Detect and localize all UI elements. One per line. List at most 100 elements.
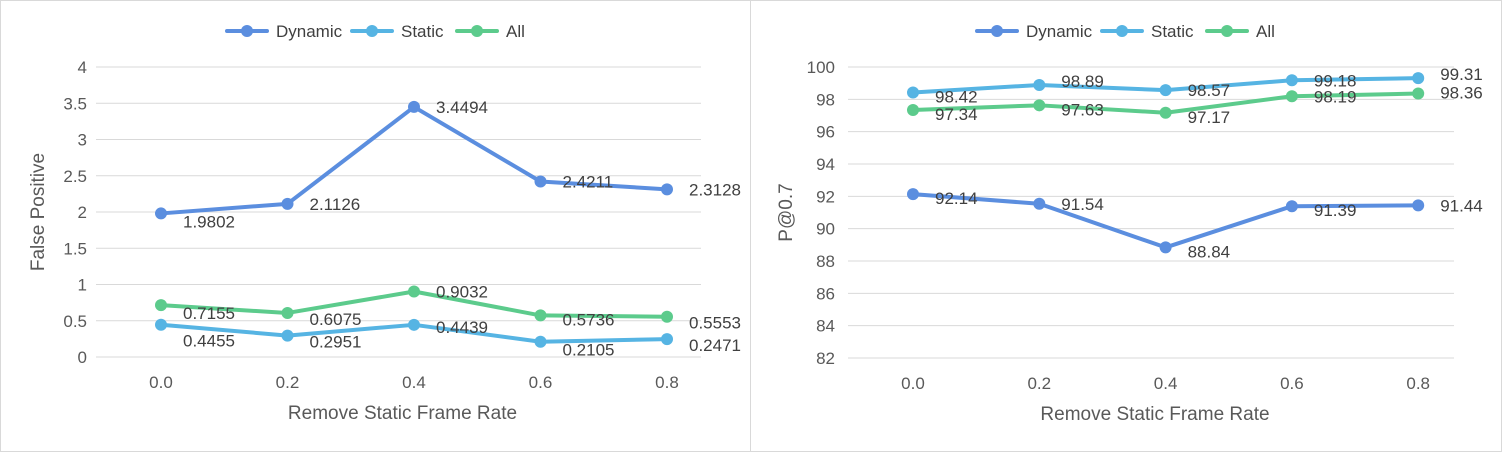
- x-tick-label: 0.6: [529, 373, 553, 392]
- x-tick-label: 0.4: [402, 373, 426, 392]
- gridlines: [848, 66, 1454, 359]
- data-point: [1033, 197, 1046, 210]
- data-point: [534, 335, 547, 348]
- chart-precision: 82 84 86 88 90 92 94 96 98 100 0.0 0.2 0.4 0.6 0.8 Remo…: [776, 22, 1483, 425]
- data-point: [661, 333, 673, 346]
- y-tick-label: 94: [816, 155, 835, 174]
- data-label: 0.2105: [563, 341, 615, 360]
- data-label: 91.44: [1440, 196, 1483, 215]
- data-point: [1159, 84, 1172, 97]
- data-point: [534, 175, 547, 188]
- y-tick-label: 100: [807, 58, 835, 77]
- chart-false-positive: 0 0.5 1 1.5 2 2.5 3 3.5 4 0.0 0.2 0.4 0.6 0.8 Remove S…: [28, 22, 741, 424]
- y-tick-label: 88: [816, 252, 835, 271]
- x-tick-labels: 0.0 0.2 0.4 0.6 0.8: [901, 374, 1430, 393]
- y-tick-label: 1: [78, 276, 87, 295]
- y-axis-title: P@0.7: [776, 183, 797, 241]
- x-tick-label: 0.8: [655, 373, 679, 392]
- x-tick-label: 0.2: [1027, 374, 1051, 393]
- data-label: 0.4455: [183, 332, 235, 351]
- data-label: 3.4494: [436, 98, 488, 117]
- y-tick-label: 86: [816, 284, 835, 303]
- data-label: 0.5736: [563, 310, 615, 329]
- data-point: [408, 100, 420, 113]
- legend-marker: [471, 25, 483, 37]
- data-point: [281, 306, 294, 319]
- data-label: 0.6075: [310, 310, 362, 329]
- data-point: [281, 329, 294, 342]
- y-tick-label: 98: [816, 90, 835, 109]
- data-label: 2.4211: [563, 172, 614, 191]
- data-label: 98.19: [1314, 87, 1357, 106]
- data-label: 2.3128: [689, 180, 741, 199]
- data-label: 0.4439: [436, 318, 488, 337]
- data-point: [155, 299, 167, 312]
- data-label: 91.54: [1061, 195, 1104, 214]
- y-tick-label: 2: [78, 203, 87, 222]
- x-tick-label: 0.0: [901, 374, 925, 393]
- data-label: 98.57: [1188, 81, 1231, 100]
- y-tick-label: 1.5: [63, 239, 87, 258]
- data-point: [1285, 90, 1298, 103]
- y-tick-label: 84: [816, 317, 835, 336]
- x-axis-title: Remove Static Frame Rate: [288, 403, 517, 424]
- data-label: 91.39: [1314, 201, 1357, 220]
- x-tick-label: 0.2: [276, 373, 300, 392]
- x-tick-labels: 0.0 0.2 0.4 0.6 0.8: [149, 373, 679, 392]
- series-all: 0.7155 0.6075 0.9032 0.5736 0.5553: [155, 283, 741, 333]
- data-label: 97.63: [1061, 100, 1104, 119]
- y-tick-label: 2.5: [63, 167, 87, 186]
- data-point: [907, 104, 919, 117]
- data-label: 98.36: [1440, 84, 1483, 103]
- legend-item-all: All: [455, 22, 525, 41]
- data-label: 88.84: [1188, 242, 1231, 261]
- data-point: [281, 197, 294, 210]
- y-tick-label: 96: [816, 123, 835, 142]
- legend-item-static: Static: [350, 22, 444, 41]
- data-point: [1159, 106, 1172, 119]
- y-tick-label: 4: [78, 58, 87, 77]
- data-point: [155, 318, 167, 331]
- data-point: [1285, 200, 1298, 213]
- y-tick-label: 0.5: [63, 312, 87, 331]
- data-label: 0.9032: [436, 283, 488, 302]
- data-label: 98.42: [935, 88, 978, 107]
- data-point: [1159, 241, 1172, 254]
- y-tick-label: 90: [816, 220, 835, 239]
- data-point: [408, 318, 420, 331]
- legend-label: Static: [1151, 22, 1194, 41]
- x-axis-title: Remove Static Frame Rate: [1040, 404, 1269, 425]
- legend-label: Static: [401, 22, 444, 41]
- x-tick-label: 0.0: [149, 373, 173, 392]
- data-label: 0.5553: [689, 314, 741, 333]
- series-static: 98.42 98.89 98.57 99.18 99.31: [907, 65, 1483, 107]
- data-point: [1412, 72, 1425, 85]
- data-point: [1412, 199, 1425, 212]
- y-tick-label: 3: [78, 131, 87, 150]
- data-label: 98.89: [1061, 72, 1104, 91]
- data-point: [155, 207, 167, 220]
- data-label: 1.9802: [183, 212, 235, 231]
- data-point: [1412, 87, 1425, 100]
- legend-marker: [1116, 25, 1128, 37]
- legend-item-all: All: [1205, 22, 1275, 41]
- data-label: 99.31: [1440, 65, 1483, 84]
- data-label: 92.14: [935, 189, 978, 208]
- data-point: [408, 285, 420, 298]
- chart-panel-precision: 82 84 86 88 90 92 94 96 98 100 0.0 0.2 0.4 0.6 0.8 Remo…: [750, 0, 1502, 452]
- chart-panel-false-positive: 0 0.5 1 1.5 2 2.5 3 3.5 4 0.0 0.2 0.4 0.6 0.8 Remove S…: [0, 0, 752, 452]
- y-tick-label: 3.5: [63, 94, 87, 113]
- legend-marker: [1221, 25, 1233, 37]
- data-point: [1033, 99, 1046, 112]
- x-tick-label: 0.8: [1406, 374, 1430, 393]
- series-dynamic: 1.9802 2.1126 3.4494 2.4211 2.3128: [155, 98, 741, 231]
- data-point: [1285, 74, 1298, 87]
- legend-label: All: [506, 22, 525, 41]
- x-tick-label: 0.4: [1154, 374, 1178, 393]
- legend-label: Dynamic: [276, 22, 343, 41]
- legend-label: Dynamic: [1026, 22, 1093, 41]
- data-label: 0.2951: [310, 333, 362, 352]
- legend: Dynamic Static All: [225, 22, 525, 41]
- legend-marker: [366, 25, 378, 37]
